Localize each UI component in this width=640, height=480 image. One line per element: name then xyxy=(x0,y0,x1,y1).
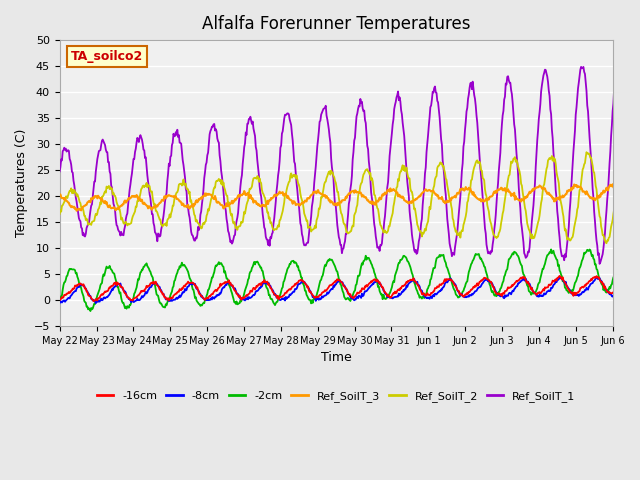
Text: TA_soilco2: TA_soilco2 xyxy=(70,50,143,63)
Title: Alfalfa Forerunner Temperatures: Alfalfa Forerunner Temperatures xyxy=(202,15,470,33)
Y-axis label: Temperatures (C): Temperatures (C) xyxy=(15,129,28,237)
Legend: -16cm, -8cm, -2cm, Ref_SoilT_3, Ref_SoilT_2, Ref_SoilT_1: -16cm, -8cm, -2cm, Ref_SoilT_3, Ref_Soil… xyxy=(92,386,580,406)
X-axis label: Time: Time xyxy=(321,351,351,364)
